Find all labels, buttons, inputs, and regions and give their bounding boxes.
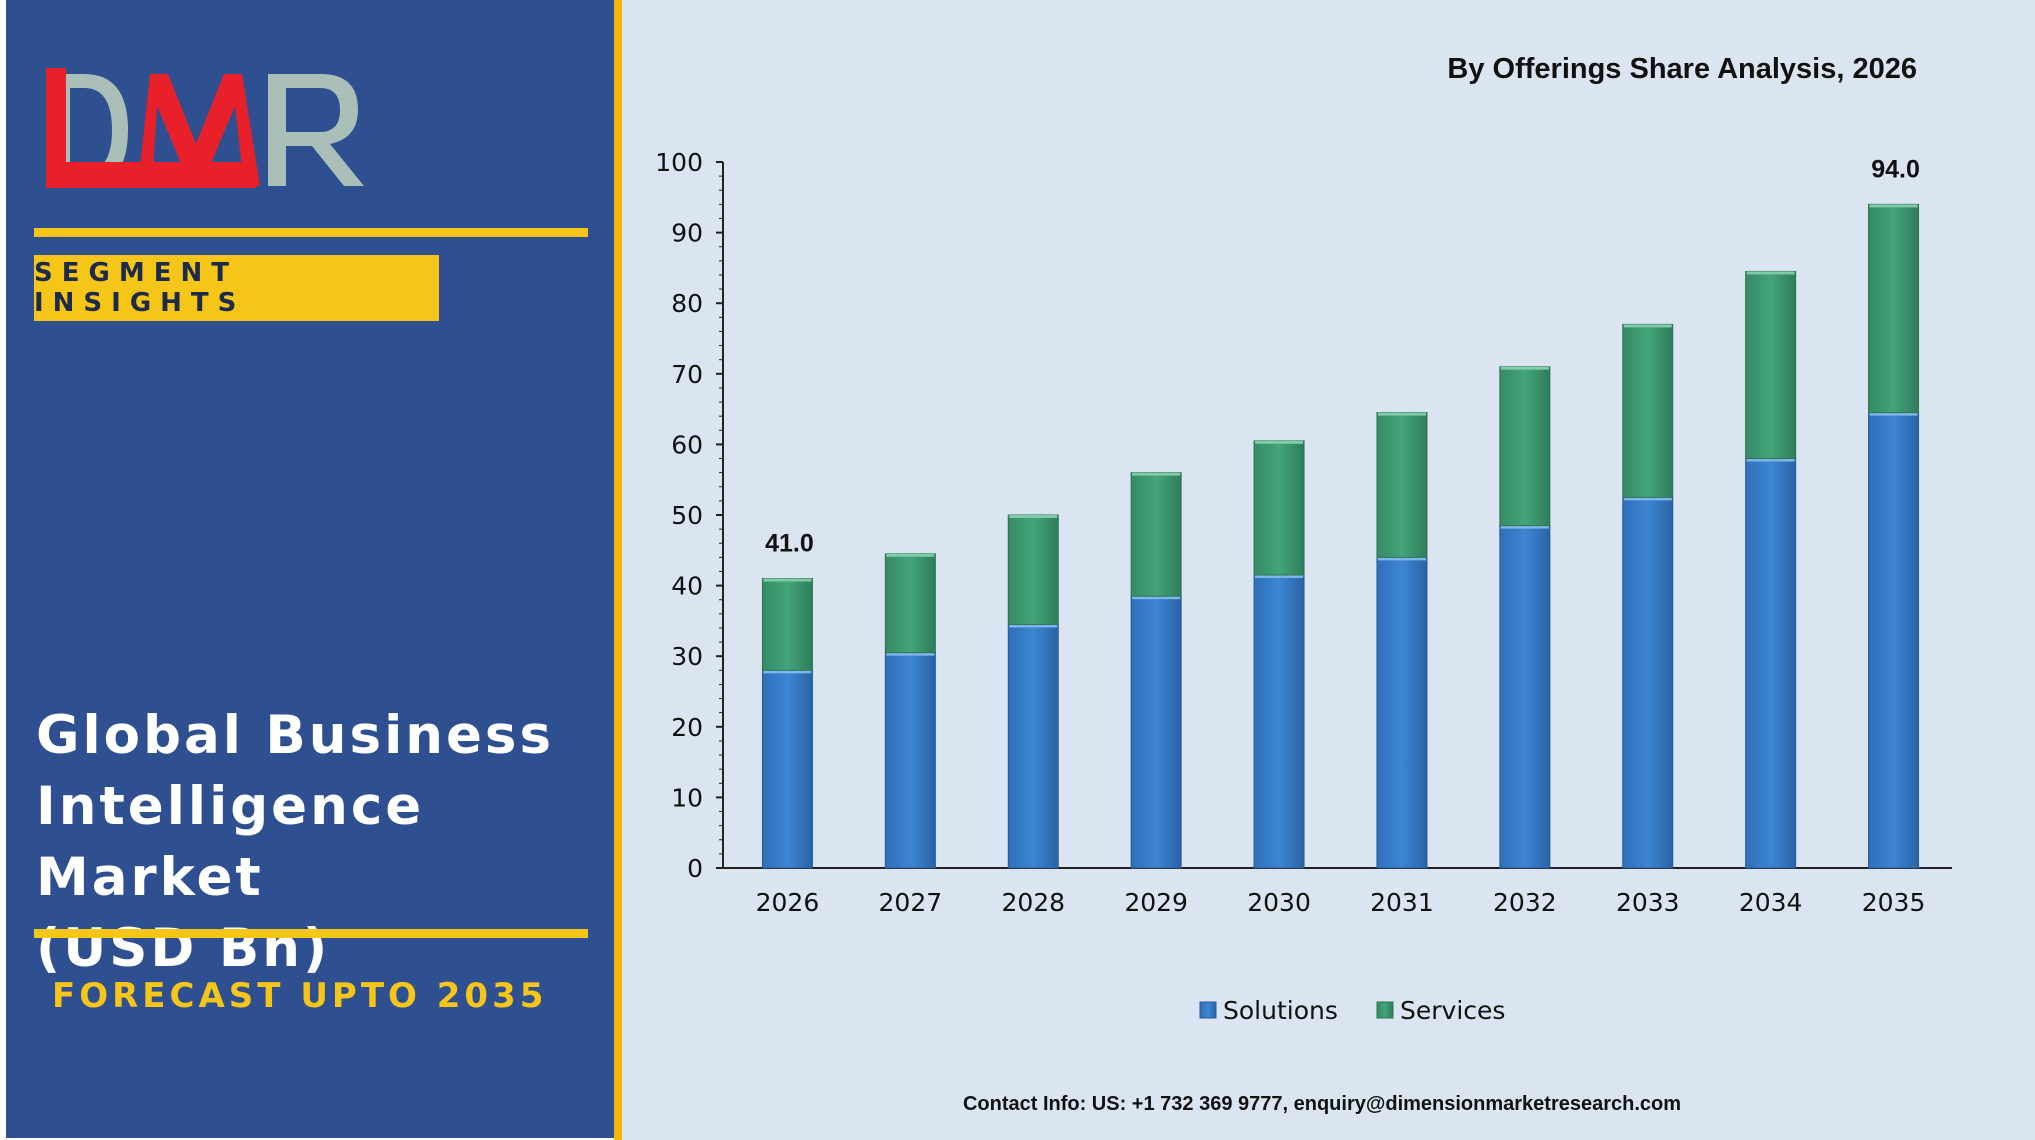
legend-swatch-solutions: [1199, 1001, 1217, 1019]
badge-label: SEGMENT INSIGHTS: [34, 258, 246, 318]
market-title: Global Business Intelligence Market (USD…: [36, 700, 616, 984]
chart-axes: 0 10 20 30 40 50 60 70 80 90 100: [655, 148, 1952, 883]
y-tick-label: 60: [671, 430, 703, 459]
y-tick-label: 0: [687, 854, 703, 883]
x-tick-label: 2033: [1616, 888, 1680, 917]
bar-services-2030: [1253, 440, 1305, 576]
bar-highlight-solutions-2029: [1132, 596, 1181, 600]
x-tick-label: 2029: [1124, 888, 1188, 917]
bar-solutions-2029: [1130, 595, 1182, 869]
legend-label-services: Services: [1400, 996, 1505, 1025]
y-tick-label: 100: [655, 148, 703, 177]
bar-highlight-services-2031: [1377, 412, 1426, 416]
bar-highlight-solutions-2034: [1746, 458, 1795, 462]
stacked-bar-chart: By Offerings Share Analysis, 2026 010203…: [655, 53, 1952, 1115]
bar-solutions-2026: [761, 669, 813, 869]
bar-highlight-solutions-2031: [1377, 557, 1426, 561]
y-tick-label: 10: [671, 783, 703, 812]
data-label-2026: 41.0: [765, 530, 814, 558]
bar-highlight-services-2028: [1009, 515, 1058, 518]
market-title-line-3: (USD Bn): [36, 918, 331, 979]
y-tick-label: 80: [671, 289, 703, 318]
gold-divider: [614, 0, 622, 1140]
chart-labels: 2026 41.0 2027 2028 2029 2030 2031 2032 2033 2034…: [756, 155, 1926, 917]
contact-info: Contact Info: US: +1 732 369 9777, enqui…: [963, 1093, 1681, 1115]
forecast-label: FORECAST UPTO 2035: [52, 976, 548, 1016]
bar-services-2029: [1130, 472, 1182, 597]
x-tick-label: 2028: [1001, 888, 1065, 917]
bar-highlight-solutions-2033: [1623, 497, 1672, 501]
chart-legend: Solutions Services: [1199, 996, 1505, 1025]
x-tick-label: 2026: [756, 888, 820, 917]
y-tick-label: 50: [671, 501, 703, 530]
bar-highlight-services-2027: [886, 553, 935, 557]
chart-title: By Offerings Share Analysis, 2026: [1447, 53, 1917, 85]
bar-highlight-services-2033: [1623, 324, 1672, 328]
x-tick-label: 2035: [1862, 888, 1926, 917]
bar-highlight-services-2029: [1132, 472, 1181, 476]
y-tick-label: 70: [671, 360, 703, 389]
bar-services-2035: [1868, 203, 1920, 414]
bar-highlight-solutions-2028: [1009, 624, 1058, 628]
bar-solutions-2028: [1007, 623, 1059, 869]
chart-bars: [761, 203, 1920, 869]
bar-services-2032: [1499, 366, 1551, 527]
bar-highlight-services-2032: [1500, 366, 1549, 370]
y-tick-label: 90: [671, 219, 703, 248]
bar-highlight-services-2035: [1869, 204, 1918, 208]
bottom-gold-rule: [34, 929, 588, 938]
y-tick-label: 40: [671, 572, 703, 601]
bar-highlight-solutions-2032: [1500, 525, 1549, 529]
bar-solutions-2032: [1499, 525, 1551, 869]
bar-services-2034: [1745, 270, 1797, 460]
bar-services-2028: [1007, 514, 1059, 625]
x-tick-label: 2027: [879, 888, 943, 917]
segment-insights-badge: SEGMENT INSIGHTS: [34, 255, 439, 321]
bar-highlight-solutions-2035: [1869, 412, 1918, 416]
legend-swatch-services: [1376, 1001, 1394, 1019]
bar-services-2026: [761, 578, 813, 671]
chart-panel: [622, 0, 2035, 1140]
bar-highlight-solutions-2030: [1255, 575, 1304, 579]
bar-solutions-2035: [1868, 412, 1920, 869]
bar-solutions-2027: [884, 652, 936, 869]
dmr-logo: [46, 68, 364, 188]
left-panel: [6, 0, 614, 1138]
bar-services-2027: [884, 553, 936, 654]
x-tick-label: 2034: [1739, 888, 1803, 917]
bar-services-2031: [1376, 412, 1428, 558]
x-tick-label: 2031: [1370, 888, 1434, 917]
bar-solutions-2031: [1376, 556, 1428, 869]
top-gold-rule: [34, 228, 588, 237]
bar-highlight-services-2034: [1746, 271, 1795, 275]
bar-solutions-2034: [1745, 458, 1797, 869]
x-tick-label: 2032: [1493, 888, 1557, 917]
bar-highlight-solutions-2026: [763, 670, 812, 674]
x-tick-label: 2030: [1247, 888, 1311, 917]
bar-highlight-services-2030: [1255, 440, 1304, 444]
bar-solutions-2030: [1253, 574, 1305, 869]
market-title-line-1: Global Business: [36, 705, 555, 766]
y-tick-label: 30: [671, 642, 703, 671]
bar-solutions-2033: [1622, 496, 1674, 869]
legend-label-solutions: Solutions: [1223, 996, 1338, 1025]
y-tick-label: 20: [671, 713, 703, 742]
market-title-line-2: Intelligence Market: [36, 776, 425, 908]
bar-highlight-services-2026: [763, 578, 812, 582]
bar-services-2033: [1622, 323, 1674, 498]
bar-highlight-solutions-2027: [886, 652, 935, 656]
data-label-2035: 94.0: [1871, 155, 1920, 183]
